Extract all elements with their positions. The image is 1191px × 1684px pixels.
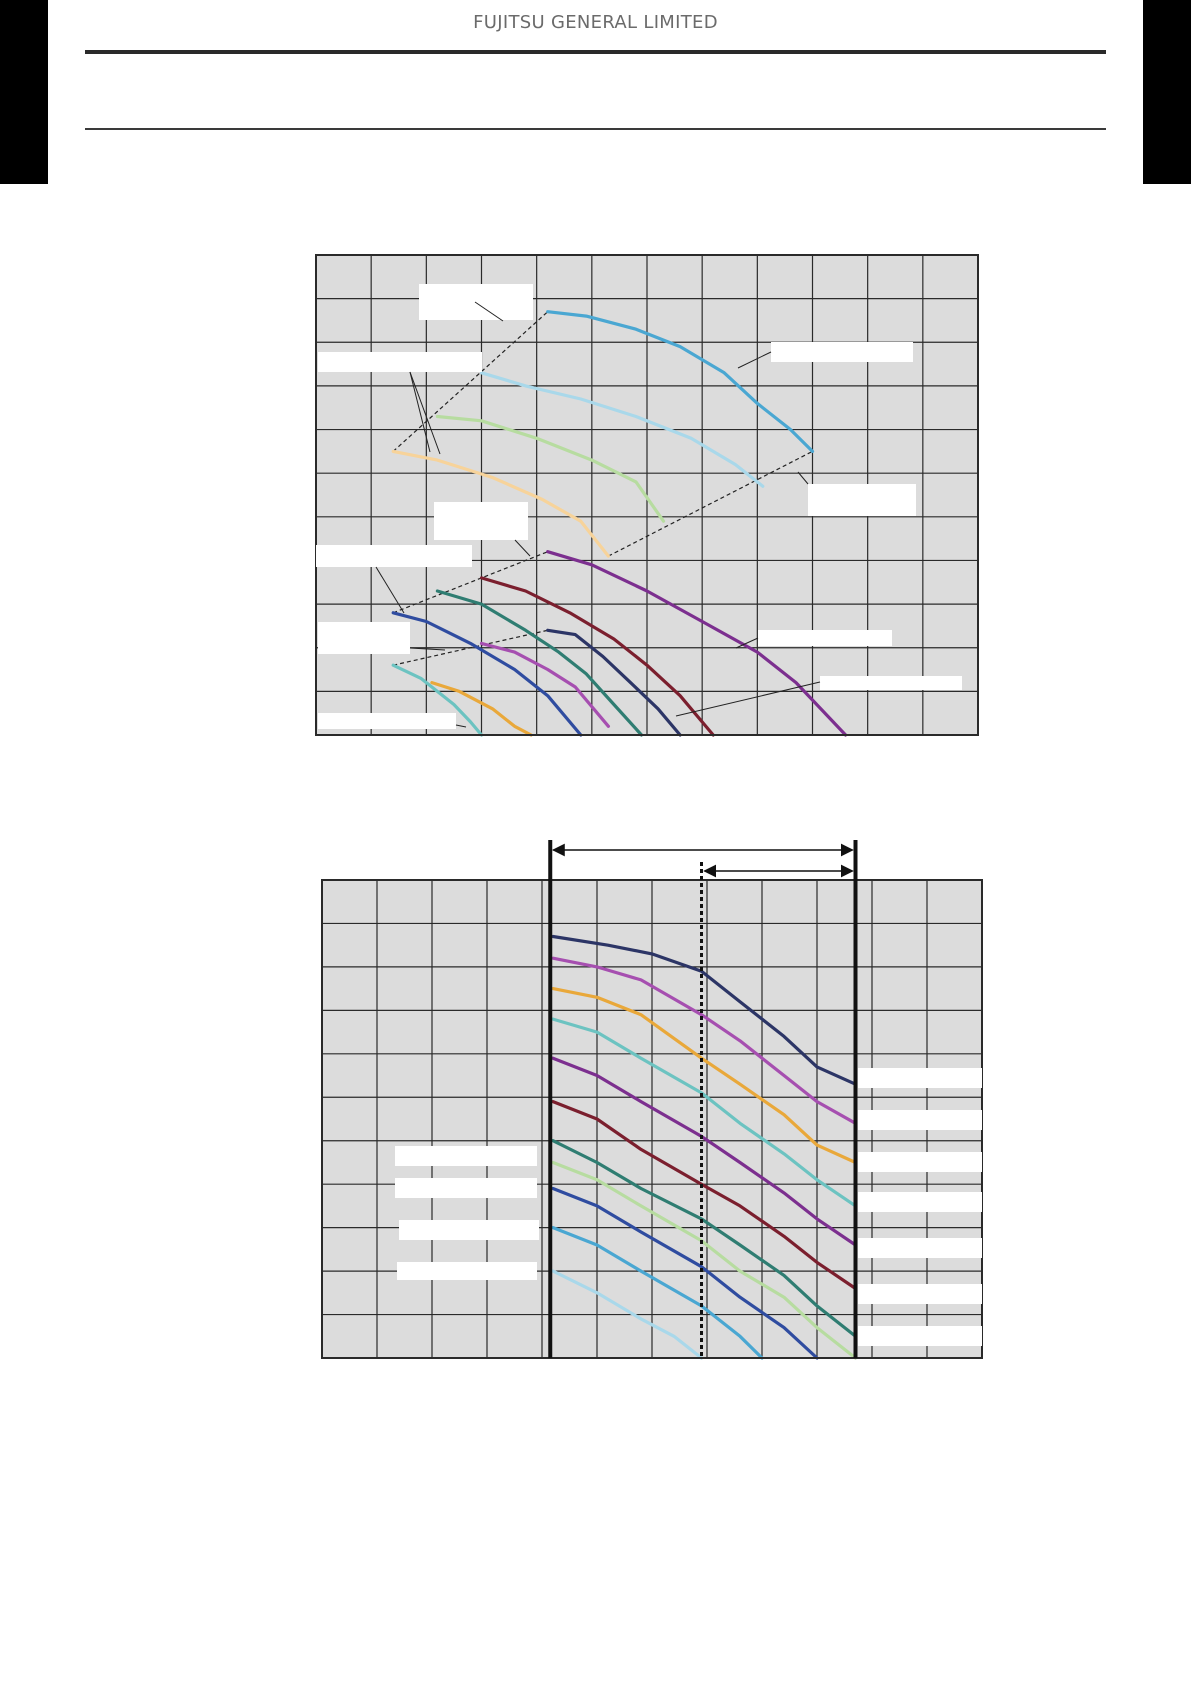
label-placeholder-box (397, 1262, 537, 1280)
label-placeholder-box (858, 1238, 982, 1258)
label-leader-line (409, 647, 446, 651)
label-leader-line (455, 724, 467, 728)
series-line-light_green (435, 414, 666, 523)
left-section-tab (0, 0, 48, 184)
label-placeholder-box (858, 1326, 982, 1346)
label-leader-line (409, 371, 431, 453)
label-placeholder-box (318, 622, 410, 654)
series-line-teal (551, 1139, 858, 1338)
label-leader-line (514, 539, 531, 557)
series-line-sky (546, 310, 815, 453)
label-leader-line (737, 351, 772, 369)
series-line-magenta (551, 956, 858, 1125)
series-line-light_green (551, 1160, 858, 1360)
series-line-light_sky (479, 371, 765, 488)
series-line-light_sky (551, 1269, 704, 1360)
label-placeholder-box (808, 484, 916, 516)
label-leader-line (474, 301, 504, 322)
label-placeholder-box (318, 713, 456, 729)
series-line-blue (391, 611, 583, 737)
label-placeholder-box (434, 502, 528, 540)
series-line-teal (435, 589, 644, 737)
series-line-navy (551, 934, 858, 1086)
dashed-boundary (608, 450, 813, 557)
label-leader-line (375, 566, 405, 614)
series-line-maroon (551, 1099, 858, 1291)
series-line-orange (551, 986, 858, 1165)
series-line-maroon (479, 576, 715, 737)
series-line-orange (430, 680, 533, 737)
label-placeholder-box (318, 352, 482, 372)
label-placeholder-box (858, 1284, 982, 1304)
dashed-boundary (393, 629, 548, 666)
series-line-magenta (479, 641, 611, 728)
series-line-peach (391, 449, 611, 558)
right-section-tab (1143, 0, 1191, 184)
series-line-blue (551, 1186, 819, 1360)
label-placeholder-box (316, 545, 472, 567)
label-placeholder-box (758, 630, 892, 646)
series-line-purple (551, 1056, 858, 1247)
label-placeholder-box (858, 1068, 982, 1088)
series-line-purple (546, 550, 848, 737)
label-placeholder-box (419, 284, 533, 320)
label-placeholder-box (858, 1110, 982, 1130)
label-placeholder-box (820, 676, 962, 690)
chart1-frame (315, 254, 979, 736)
label-placeholder-box (395, 1178, 537, 1198)
header-rule-thin (85, 128, 1106, 130)
label-leader-line (409, 371, 441, 455)
header-rule-thick (85, 50, 1106, 54)
label-leader-line (675, 681, 821, 717)
label-leader-line (735, 637, 759, 649)
label-placeholder-box (858, 1152, 982, 1172)
label-placeholder-box (399, 1220, 539, 1240)
label-placeholder-box (395, 1146, 537, 1166)
label-placeholder-box (771, 342, 913, 362)
series-line-cyan (551, 1017, 858, 1208)
brand-header: FUJITSU GENERAL LIMITED (473, 12, 718, 33)
label-leader-line (797, 471, 809, 485)
chart1-grid (316, 255, 978, 735)
label-placeholder-box (858, 1192, 982, 1212)
series-line-cyan (391, 663, 484, 737)
series-line-navy (546, 628, 682, 737)
series-line-sky (551, 1225, 764, 1360)
